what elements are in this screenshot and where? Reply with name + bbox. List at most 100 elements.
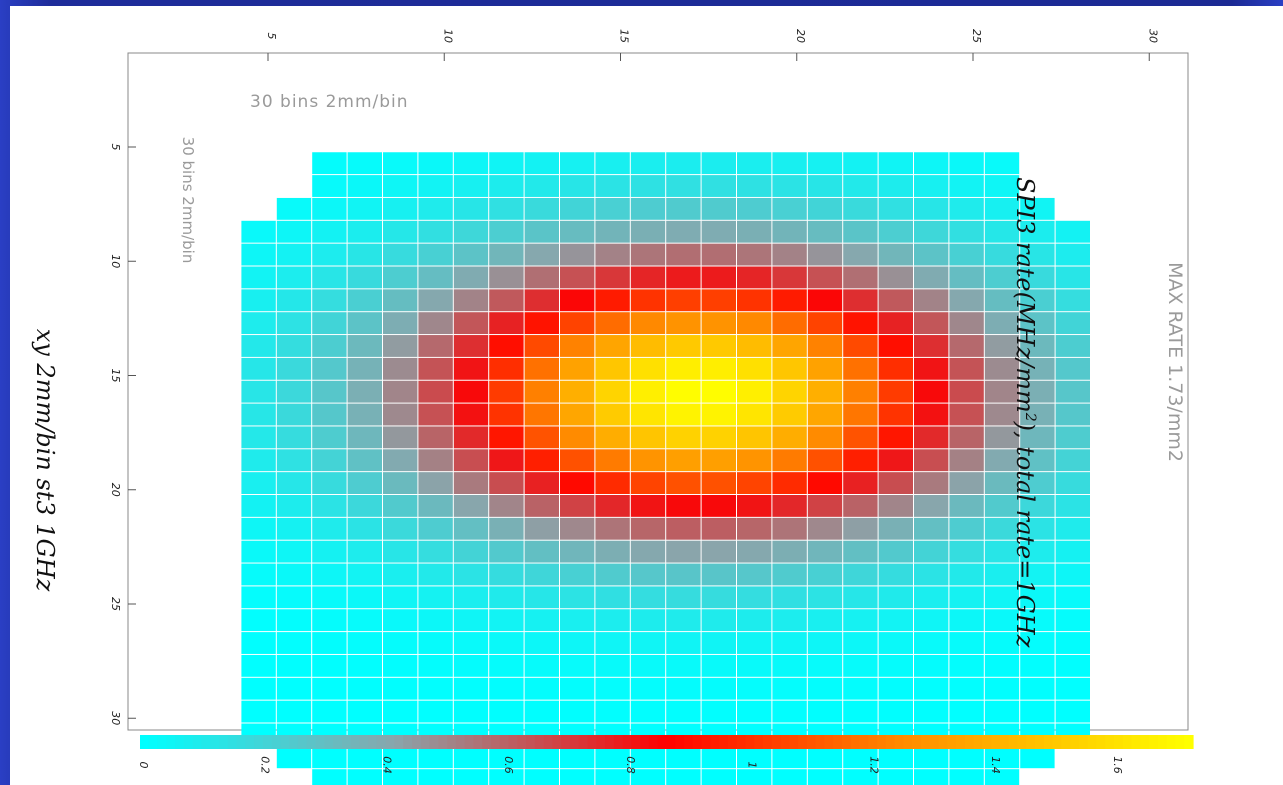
heatmap-cell xyxy=(949,472,984,494)
heatmap-cell xyxy=(383,517,418,540)
heatmap-cell xyxy=(347,632,382,654)
heatmap-cell xyxy=(878,495,913,517)
heatmap-cell xyxy=(524,426,559,449)
heatmap-cell xyxy=(878,517,913,540)
heatmap-cell xyxy=(489,266,524,289)
colorbar-segment xyxy=(280,735,290,749)
heatmap-cell xyxy=(843,380,878,403)
colorbar-segment xyxy=(394,735,404,749)
colorbar-segment xyxy=(1035,735,1045,749)
colorbar-segment xyxy=(789,735,799,749)
heatmap-cell xyxy=(276,403,312,426)
heatmap-cell xyxy=(1055,700,1090,723)
heatmap-cell xyxy=(630,449,666,472)
heatmap-cell xyxy=(843,449,878,472)
heatmap-cell xyxy=(1055,540,1090,563)
heatmap-cell xyxy=(524,540,559,563)
colorbar-segment xyxy=(912,735,922,749)
heatmap-cell xyxy=(630,426,666,449)
heatmap-cell xyxy=(383,654,418,677)
heatmap-cell xyxy=(347,563,382,586)
heatmap-cell xyxy=(347,700,382,723)
heatmap-cell xyxy=(949,495,984,517)
heatmap-cell xyxy=(418,586,453,609)
heatmap-cell xyxy=(347,654,382,677)
heatmap-cell xyxy=(347,677,382,700)
colorbar-segment xyxy=(385,735,396,749)
heatmap-cell xyxy=(1055,586,1090,609)
heatmap-cell xyxy=(878,426,913,449)
colorbar-segment xyxy=(622,735,632,749)
heatmap-cell xyxy=(241,677,276,700)
heatmap-cell xyxy=(347,769,382,785)
heatmap-cell xyxy=(347,312,382,335)
heatmap-cell xyxy=(630,380,666,403)
heatmap-cell xyxy=(843,677,878,700)
heatmap-cell xyxy=(418,220,453,243)
heatmap-cell xyxy=(560,700,595,723)
heatmap-cell xyxy=(914,517,949,540)
heatmap-cell xyxy=(453,609,489,632)
heatmap-cell xyxy=(807,426,843,449)
heatmap-cell xyxy=(737,609,772,632)
colorbar-segment xyxy=(315,735,325,749)
heatmap-cell xyxy=(241,335,276,357)
heatmap-cell xyxy=(1055,495,1090,517)
heatmap-cell xyxy=(418,769,453,785)
colorbar-segment xyxy=(754,735,764,749)
heatmap-cell xyxy=(418,632,453,654)
heatmap-cell xyxy=(383,403,418,426)
heatmap-cell xyxy=(418,563,453,586)
heatmap-cell xyxy=(843,403,878,426)
heatmap-cell xyxy=(524,357,559,380)
heatmap-cell xyxy=(772,335,807,357)
heatmap-cell xyxy=(560,609,595,632)
heatmap-cell xyxy=(843,357,878,380)
heatmap-cell xyxy=(1020,700,1055,723)
heatmap-cell xyxy=(701,357,736,380)
heatmap-cell xyxy=(914,426,949,449)
heatmap-cell xyxy=(524,632,559,654)
heatmap-cell xyxy=(1055,517,1090,540)
heatmap-cell xyxy=(595,563,630,586)
heatmap-cell xyxy=(560,586,595,609)
heatmap-cell xyxy=(984,472,1020,494)
heatmap-cell xyxy=(560,563,595,586)
colorbar-segment xyxy=(262,735,273,749)
heatmap-cell xyxy=(383,380,418,403)
heatmap-cell xyxy=(595,654,630,677)
colorbar-segment xyxy=(1070,735,1080,749)
heatmap-cell xyxy=(347,517,382,540)
heatmap-cell xyxy=(737,746,772,769)
heatmap-cell xyxy=(241,495,276,517)
heatmap-cell xyxy=(843,517,878,540)
heatmap-cell xyxy=(843,769,878,785)
heatmap-cell xyxy=(878,403,913,426)
heatmap-cell xyxy=(914,152,949,175)
heatmap-cell xyxy=(807,517,843,540)
heatmap-cell xyxy=(1020,563,1055,586)
heatmap-cell xyxy=(949,769,984,785)
heatmap-cell xyxy=(772,677,807,700)
heatmap-cell xyxy=(347,746,382,769)
colorbar-tick-label: 0 xyxy=(137,762,150,769)
heatmap-cell xyxy=(241,654,276,677)
heatmap-cell xyxy=(489,220,524,243)
heatmap-cell xyxy=(453,495,489,517)
heatmap-cell xyxy=(701,312,736,335)
colorbar-segment xyxy=(201,735,211,749)
heatmap-cell xyxy=(1020,472,1055,494)
heatmap-cell xyxy=(630,403,666,426)
heatmap-cell xyxy=(843,746,878,769)
heatmap-cell xyxy=(843,700,878,723)
bins-annotation-top: 30 bins 2mm/bin xyxy=(250,92,409,112)
heatmap-cell xyxy=(1055,243,1090,266)
heatmap-cell xyxy=(878,197,913,220)
heatmap-cell xyxy=(560,380,595,403)
heatmap-cell xyxy=(1020,197,1055,220)
heatmap-cell xyxy=(949,609,984,632)
heatmap-cell xyxy=(701,769,736,785)
heatmap-cell xyxy=(595,746,630,769)
colorbar-segment xyxy=(429,735,439,749)
heatmap-cell xyxy=(843,289,878,312)
